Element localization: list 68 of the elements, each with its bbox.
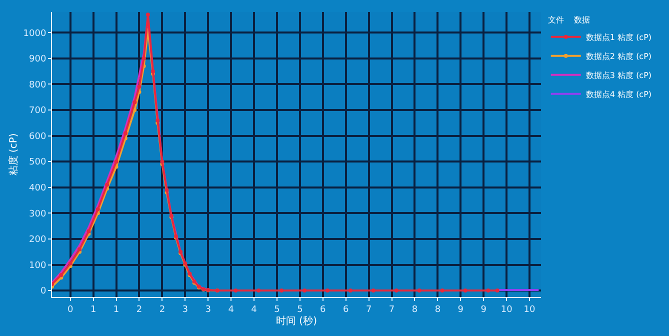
point xyxy=(348,288,352,293)
point xyxy=(86,229,91,234)
y-tick-label: 1000 xyxy=(23,28,46,39)
legend-label: 数据点1 粘度 (cP) xyxy=(586,33,652,42)
x-tick-label: 7 xyxy=(366,304,372,315)
point xyxy=(78,247,82,252)
x-tick-label: 6 xyxy=(342,304,349,315)
point xyxy=(96,207,100,212)
legend-label: 数据点2 粘度 (cP) xyxy=(586,52,652,62)
point xyxy=(394,288,398,293)
y-tick-label: 500 xyxy=(29,158,46,168)
point xyxy=(234,288,238,293)
y-tick-label: 100 xyxy=(29,260,46,271)
point xyxy=(142,56,146,60)
x-tick-label: 7 xyxy=(388,304,395,315)
point xyxy=(325,288,330,293)
point xyxy=(463,288,468,293)
x-tick-label: 2 xyxy=(159,304,166,315)
x-tick-label: 8 xyxy=(412,304,418,315)
legend-title: 文件 数据 xyxy=(548,15,590,24)
y-tick-label: 400 xyxy=(29,184,46,194)
point xyxy=(160,160,164,164)
point xyxy=(68,261,72,266)
point xyxy=(256,288,261,293)
y-tick-label: 700 xyxy=(29,106,46,116)
point xyxy=(486,288,490,293)
point xyxy=(105,182,110,187)
x-tick-label: 2 xyxy=(136,304,142,315)
x-tick-label: 0 xyxy=(68,304,74,315)
point xyxy=(371,288,376,293)
x-tick-label: 6 xyxy=(320,304,326,315)
x-tick-label: 8 xyxy=(434,304,441,315)
point xyxy=(302,288,307,293)
y-tick-label: 300 xyxy=(29,209,46,220)
point xyxy=(146,12,150,17)
y-tick-label: 800 xyxy=(29,80,46,90)
point xyxy=(132,100,137,104)
point xyxy=(164,188,169,192)
x-tick-label: 4 xyxy=(251,304,258,315)
legend-label: 数据点3 粘度 (cP) xyxy=(586,71,652,80)
legend-label: 数据点4 粘度 (cP) xyxy=(586,90,652,100)
point xyxy=(495,288,500,293)
point xyxy=(137,84,142,89)
x-tick-label: 5 xyxy=(297,304,303,315)
point xyxy=(114,160,118,164)
point xyxy=(280,288,284,293)
y-tick-label: 200 xyxy=(29,235,46,246)
x-tick-label: 9 xyxy=(480,304,487,315)
point xyxy=(151,69,156,74)
point xyxy=(417,288,422,293)
x-tick-label: 9 xyxy=(458,304,464,315)
x-tick-label: 1 xyxy=(90,304,96,315)
x-tick-label: 3 xyxy=(205,304,211,315)
y-axis-title: 粘度 (cP) xyxy=(7,133,20,176)
point xyxy=(440,288,444,293)
point xyxy=(123,131,128,136)
point xyxy=(156,118,160,122)
x-tick-label: 5 xyxy=(274,304,280,315)
x-axis-title: 时间 (秒) xyxy=(276,314,318,327)
y-tick-label: 0 xyxy=(40,286,46,297)
x-tick-label: 4 xyxy=(228,304,234,315)
x-tick-label: 1 xyxy=(113,304,120,315)
y-tick-label: 900 xyxy=(29,54,46,65)
x-tick-label: 10 xyxy=(500,304,513,315)
point xyxy=(59,273,64,278)
y-tick-label: 600 xyxy=(29,132,46,142)
x-tick-label: 3 xyxy=(182,304,188,315)
x-tick-label: 10 xyxy=(524,304,536,315)
